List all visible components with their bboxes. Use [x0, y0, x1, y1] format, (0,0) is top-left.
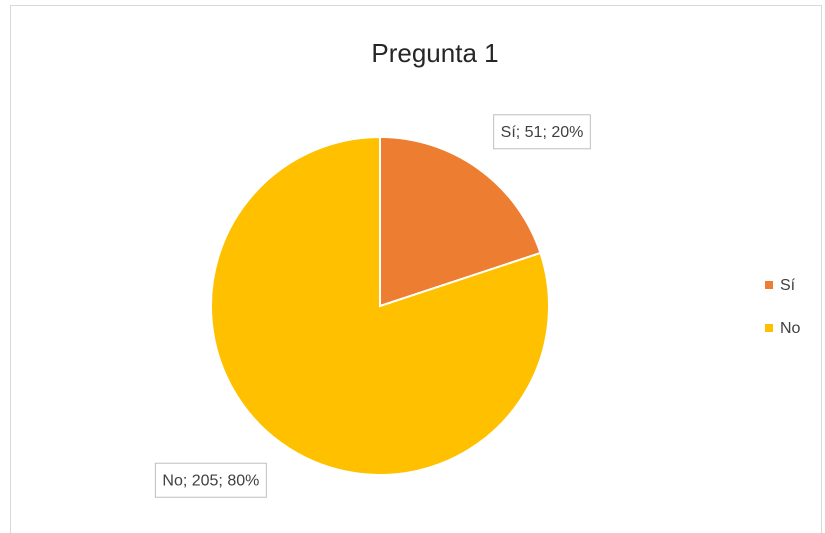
pie-slice	[210, 135, 550, 476]
data-label: No; 205; 80%	[162, 472, 259, 489]
legend-label: No	[780, 320, 801, 337]
data-label-box	[493, 114, 591, 150]
legend-label: Sí	[780, 277, 796, 294]
legend-swatch	[765, 324, 773, 332]
data-label: Sí; 51; 20%	[501, 124, 584, 141]
chart-title: Pregunta 1	[371, 38, 498, 68]
chart-border	[10, 5, 822, 533]
legend-swatch	[765, 281, 773, 289]
pie-slice	[379, 135, 542, 308]
data-label-box	[154, 462, 267, 498]
